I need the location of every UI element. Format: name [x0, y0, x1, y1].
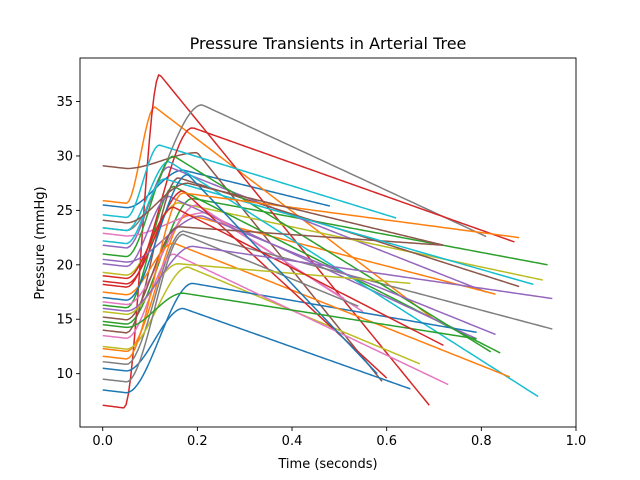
x-tick-label: 0.8 — [471, 434, 492, 449]
series-line — [102, 307, 411, 390]
y-tick-label: 25 — [56, 204, 73, 219]
series-line — [102, 197, 548, 325]
chart-title: Pressure Transients in Arterial Tree — [190, 34, 467, 53]
series-line — [102, 173, 378, 375]
plot-frame — [79, 57, 577, 428]
y-axis-label: Pressure (mmHg) — [33, 186, 48, 299]
series-layer — [102, 74, 553, 409]
series-line — [102, 233, 359, 383]
x-tick-label: 0.0 — [92, 434, 113, 449]
series-line — [102, 192, 520, 360]
series-line — [102, 202, 544, 281]
series-line — [102, 106, 435, 320]
series-line — [102, 155, 492, 353]
x-axis-label: Time (seconds) — [277, 457, 377, 472]
y-tick-label: 35 — [56, 95, 73, 110]
series-line — [102, 144, 397, 219]
series-line — [102, 292, 477, 340]
series-line — [102, 178, 534, 286]
series-line — [102, 245, 553, 312]
series-line — [102, 160, 539, 398]
x-tick-label: 0.2 — [187, 434, 208, 449]
y-tick-label: 30 — [56, 149, 73, 164]
x-tick-label: 0.4 — [282, 434, 303, 449]
series-line — [102, 230, 553, 366]
series-line — [102, 266, 421, 365]
y-tick-label: 20 — [56, 258, 73, 273]
x-tick-label: 0.6 — [376, 434, 397, 449]
tick-layer: 0.0 0.2 0.4 0.6 0.8 1.0 10 15 20 25 30 35 — [56, 95, 586, 449]
series-line — [102, 195, 477, 340]
series-line — [102, 182, 444, 246]
y-tick-label: 15 — [56, 313, 73, 328]
series-line — [102, 127, 515, 288]
series-line — [102, 253, 449, 386]
series-line — [102, 242, 511, 378]
y-tick-label: 10 — [56, 367, 73, 382]
series-line — [102, 282, 477, 394]
x-tick-label: 1.0 — [566, 434, 587, 449]
series-line — [102, 169, 331, 209]
